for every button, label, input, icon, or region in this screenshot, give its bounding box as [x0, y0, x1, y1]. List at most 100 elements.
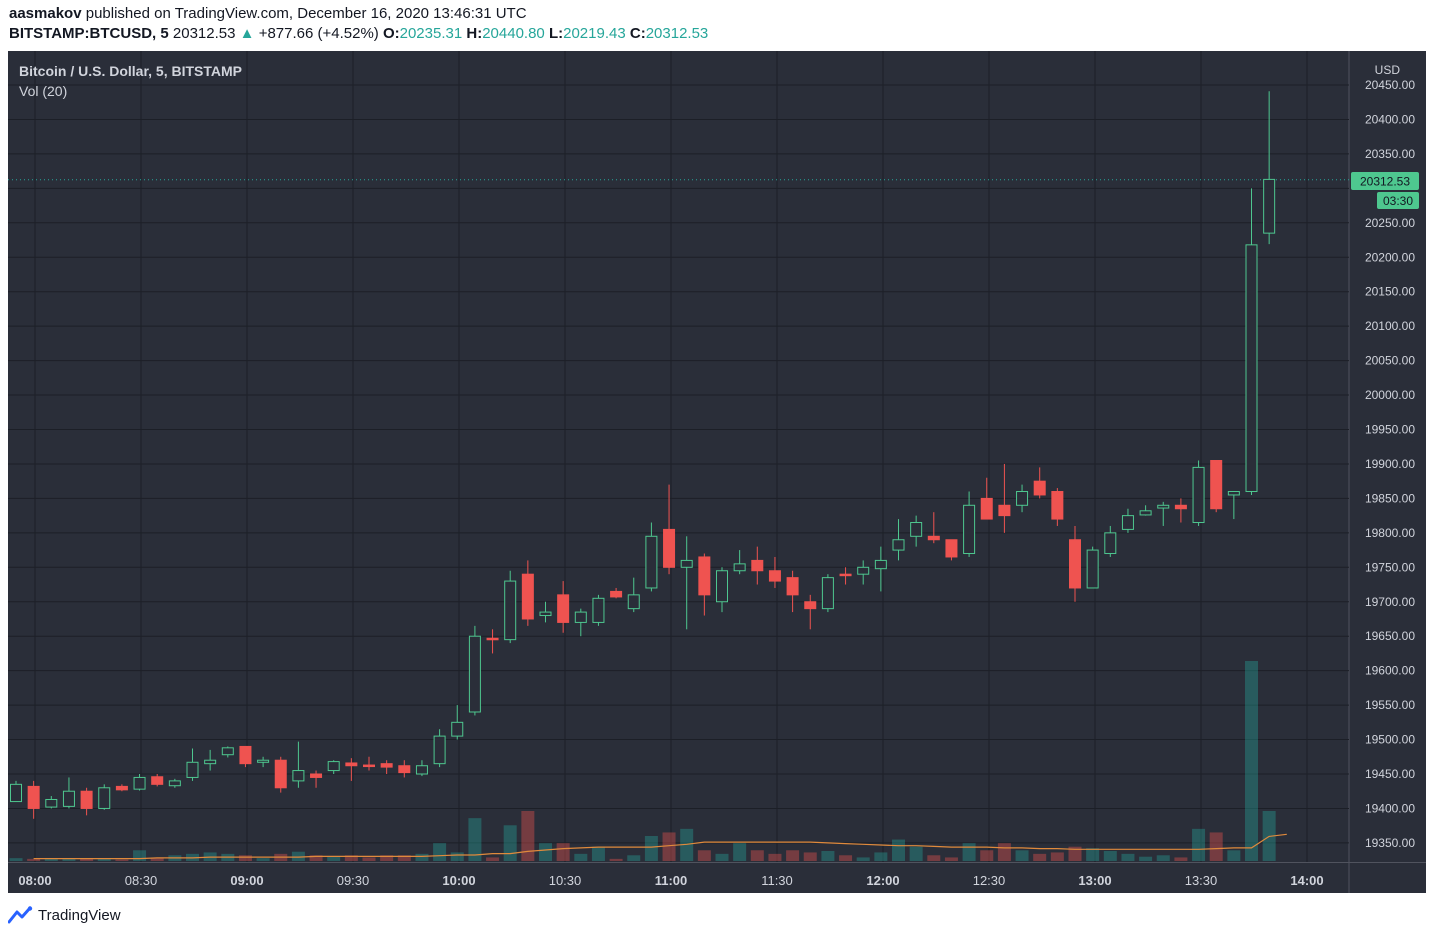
- candle[interactable]: [151, 774, 164, 787]
- candle[interactable]: [716, 567, 728, 613]
- chart-plot-area[interactable]: [8, 51, 1349, 862]
- candle[interactable]: [945, 539, 958, 561]
- candle[interactable]: [274, 756, 287, 793]
- candle[interactable]: [27, 780, 40, 819]
- y-tick-label: 20050.00: [1365, 354, 1415, 368]
- candle[interactable]: [874, 546, 887, 592]
- candle[interactable]: [45, 796, 58, 809]
- candle[interactable]: [821, 574, 834, 613]
- candle[interactable]: [751, 546, 764, 585]
- volume-bar: [997, 843, 1011, 861]
- candle[interactable]: [963, 491, 976, 557]
- candle[interactable]: [892, 519, 905, 561]
- volume-bar: [1121, 853, 1135, 861]
- candle[interactable]: [1104, 525, 1117, 557]
- candle[interactable]: [345, 758, 358, 781]
- candle[interactable]: [1051, 488, 1064, 526]
- candle-body: [1192, 466, 1205, 524]
- candle[interactable]: [204, 749, 217, 771]
- candle[interactable]: [927, 512, 940, 544]
- volume-ma-line: [33, 833, 1287, 860]
- candle[interactable]: [804, 594, 817, 630]
- candle[interactable]: [115, 784, 128, 792]
- y-tick-label: 20000.00: [1365, 388, 1415, 402]
- candle[interactable]: [433, 729, 446, 768]
- candle[interactable]: [1227, 491, 1240, 520]
- candle[interactable]: [1016, 484, 1029, 513]
- candle[interactable]: [133, 774, 146, 791]
- candle[interactable]: [1086, 546, 1099, 589]
- candle[interactable]: [398, 760, 411, 778]
- candle[interactable]: [557, 581, 570, 633]
- candle[interactable]: [663, 484, 676, 575]
- candle[interactable]: [1157, 501, 1170, 526]
- candle[interactable]: [1174, 498, 1187, 523]
- candle[interactable]: [1121, 508, 1134, 533]
- close-value: 20312.53: [645, 25, 709, 42]
- candle[interactable]: [998, 463, 1011, 533]
- candle[interactable]: [980, 477, 993, 520]
- footer-brand[interactable]: TradingView: [8, 906, 121, 924]
- candle-body: [27, 785, 40, 809]
- candle[interactable]: [363, 756, 375, 771]
- candle[interactable]: [292, 741, 305, 788]
- candle-body: [945, 539, 958, 558]
- candle[interactable]: [733, 550, 746, 575]
- candle[interactable]: [610, 587, 623, 599]
- candle[interactable]: [257, 756, 270, 768]
- candle[interactable]: [539, 601, 552, 623]
- candle[interactable]: [80, 787, 93, 816]
- candle[interactable]: [310, 770, 323, 788]
- candle[interactable]: [1245, 188, 1258, 495]
- candle[interactable]: [1192, 460, 1205, 526]
- candle[interactable]: [680, 536, 693, 630]
- candle[interactable]: [10, 780, 22, 803]
- volume-bar: [27, 858, 41, 861]
- candle-body: [539, 611, 552, 617]
- candle[interactable]: [504, 570, 517, 644]
- candle-body: [751, 559, 764, 572]
- candle[interactable]: [415, 760, 428, 777]
- x-tick-label: 08:00: [18, 873, 51, 888]
- volume-bar: [1139, 856, 1153, 861]
- candle[interactable]: [380, 760, 393, 774]
- price-change: +877.66 (+4.52%): [258, 25, 379, 42]
- candle[interactable]: [592, 594, 605, 626]
- brand-name: TradingView: [38, 906, 121, 924]
- candle[interactable]: [1033, 467, 1046, 499]
- candle[interactable]: [786, 570, 799, 613]
- countdown-tag: 03:30: [1377, 192, 1419, 209]
- candle[interactable]: [910, 515, 923, 547]
- candle[interactable]: [1263, 91, 1276, 245]
- candle[interactable]: [1210, 460, 1223, 513]
- candle[interactable]: [627, 577, 640, 613]
- candle[interactable]: [221, 746, 234, 758]
- candle[interactable]: [486, 629, 499, 654]
- candle[interactable]: [521, 560, 534, 626]
- candle[interactable]: [698, 553, 711, 616]
- volume-bar: [503, 825, 517, 861]
- candle[interactable]: [239, 745, 252, 768]
- currency-label: USD: [1375, 63, 1401, 77]
- candle[interactable]: [98, 784, 111, 810]
- x-tick-label: 12:00: [866, 873, 899, 888]
- candle[interactable]: [645, 522, 658, 592]
- time-axis[interactable]: [8, 862, 1349, 893]
- price-axis[interactable]: [1349, 51, 1426, 893]
- candle[interactable]: [839, 567, 852, 585]
- candle[interactable]: [1069, 525, 1081, 602]
- candle[interactable]: [168, 778, 181, 788]
- x-tick-label: 10:30: [549, 873, 582, 888]
- candle-body: [380, 763, 393, 768]
- candle[interactable]: [1139, 505, 1152, 516]
- candle[interactable]: [468, 625, 481, 716]
- volume-bar: [627, 855, 641, 861]
- candle[interactable]: [186, 748, 199, 781]
- candle[interactable]: [768, 556, 781, 588]
- candle[interactable]: [574, 608, 587, 637]
- candle[interactable]: [327, 760, 340, 774]
- candle[interactable]: [857, 560, 870, 585]
- candle[interactable]: [62, 777, 75, 809]
- candle[interactable]: [451, 705, 464, 740]
